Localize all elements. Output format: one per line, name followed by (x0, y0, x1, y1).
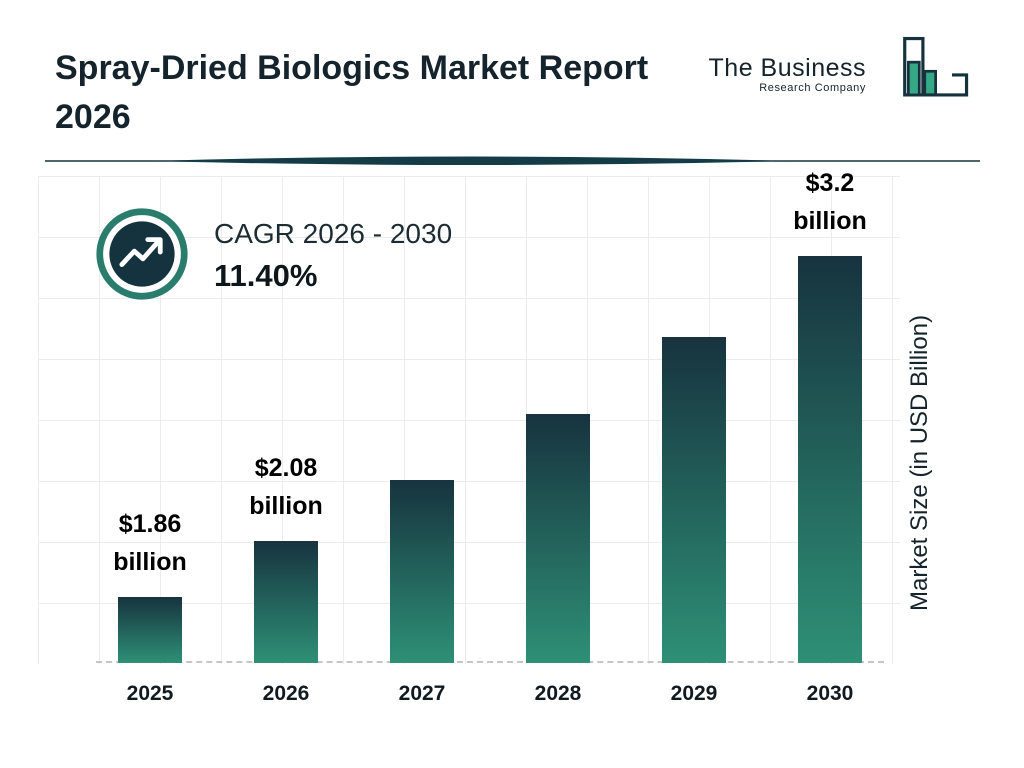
title-line-1: Spray-Dried Biologics Market Report (55, 49, 649, 87)
bar-2028 (526, 414, 590, 663)
cagr-block: CAGR 2026 - 2030 11.40% (94, 206, 452, 302)
bar-column-2027 (370, 480, 474, 663)
bar-2027 (390, 480, 454, 663)
bar-2026 (254, 541, 318, 663)
cagr-value: 11.40% (214, 258, 318, 293)
company-logo: The Business Research Company (709, 34, 972, 114)
bar-value-label-2026: $2.08 billion (249, 454, 323, 520)
bar-column-2025: $1.86 billion (98, 506, 202, 663)
cagr-label: CAGR 2026 - 2030 (214, 218, 453, 249)
company-logo-text: The Business Research Company (709, 54, 866, 94)
logo-subname: Research Company (759, 82, 866, 94)
bar-column-2028 (506, 414, 610, 663)
bar-column-2030: $3.2 billion (778, 165, 882, 663)
x-tick-2027: 2027 (398, 682, 446, 705)
bar-value-label-2030: $3.2 billion (793, 169, 867, 235)
x-tick-2028: 2028 (534, 682, 582, 705)
logo-name: The Business (708, 54, 866, 82)
trend-up-icon (96, 208, 188, 300)
divider (45, 156, 980, 165)
bar-2025 (118, 597, 182, 663)
bar-value-label-2025: $1.86 billion (113, 510, 187, 576)
title-line-2: 2026 (55, 98, 131, 137)
bar-series: $1.86 billion $2.08 billion $3.2 billion (98, 169, 882, 663)
y-axis-label: Market Size (in USD Billion) (906, 314, 933, 612)
bar-chart-logo-icon (903, 36, 969, 97)
bar-2029 (662, 337, 726, 663)
axis-baseline (96, 661, 884, 663)
bar-column-2026: $2.08 billion (234, 450, 338, 663)
bar-2030 (798, 256, 862, 663)
x-tick-2030: 2030 (806, 682, 854, 705)
x-tick-2025: 2025 (126, 682, 174, 705)
x-tick-2026: 2026 (262, 682, 310, 705)
cagr-text: CAGR 2026 - 2030 11.40% (214, 206, 452, 294)
bar-column-2029 (642, 337, 746, 663)
page-title: Spray-Dried Biologics Market Report 2026 (55, 44, 648, 143)
x-axis-labels: 2025 2026 2027 2028 2029 2030 (98, 682, 882, 706)
x-tick-2029: 2029 (670, 682, 718, 705)
